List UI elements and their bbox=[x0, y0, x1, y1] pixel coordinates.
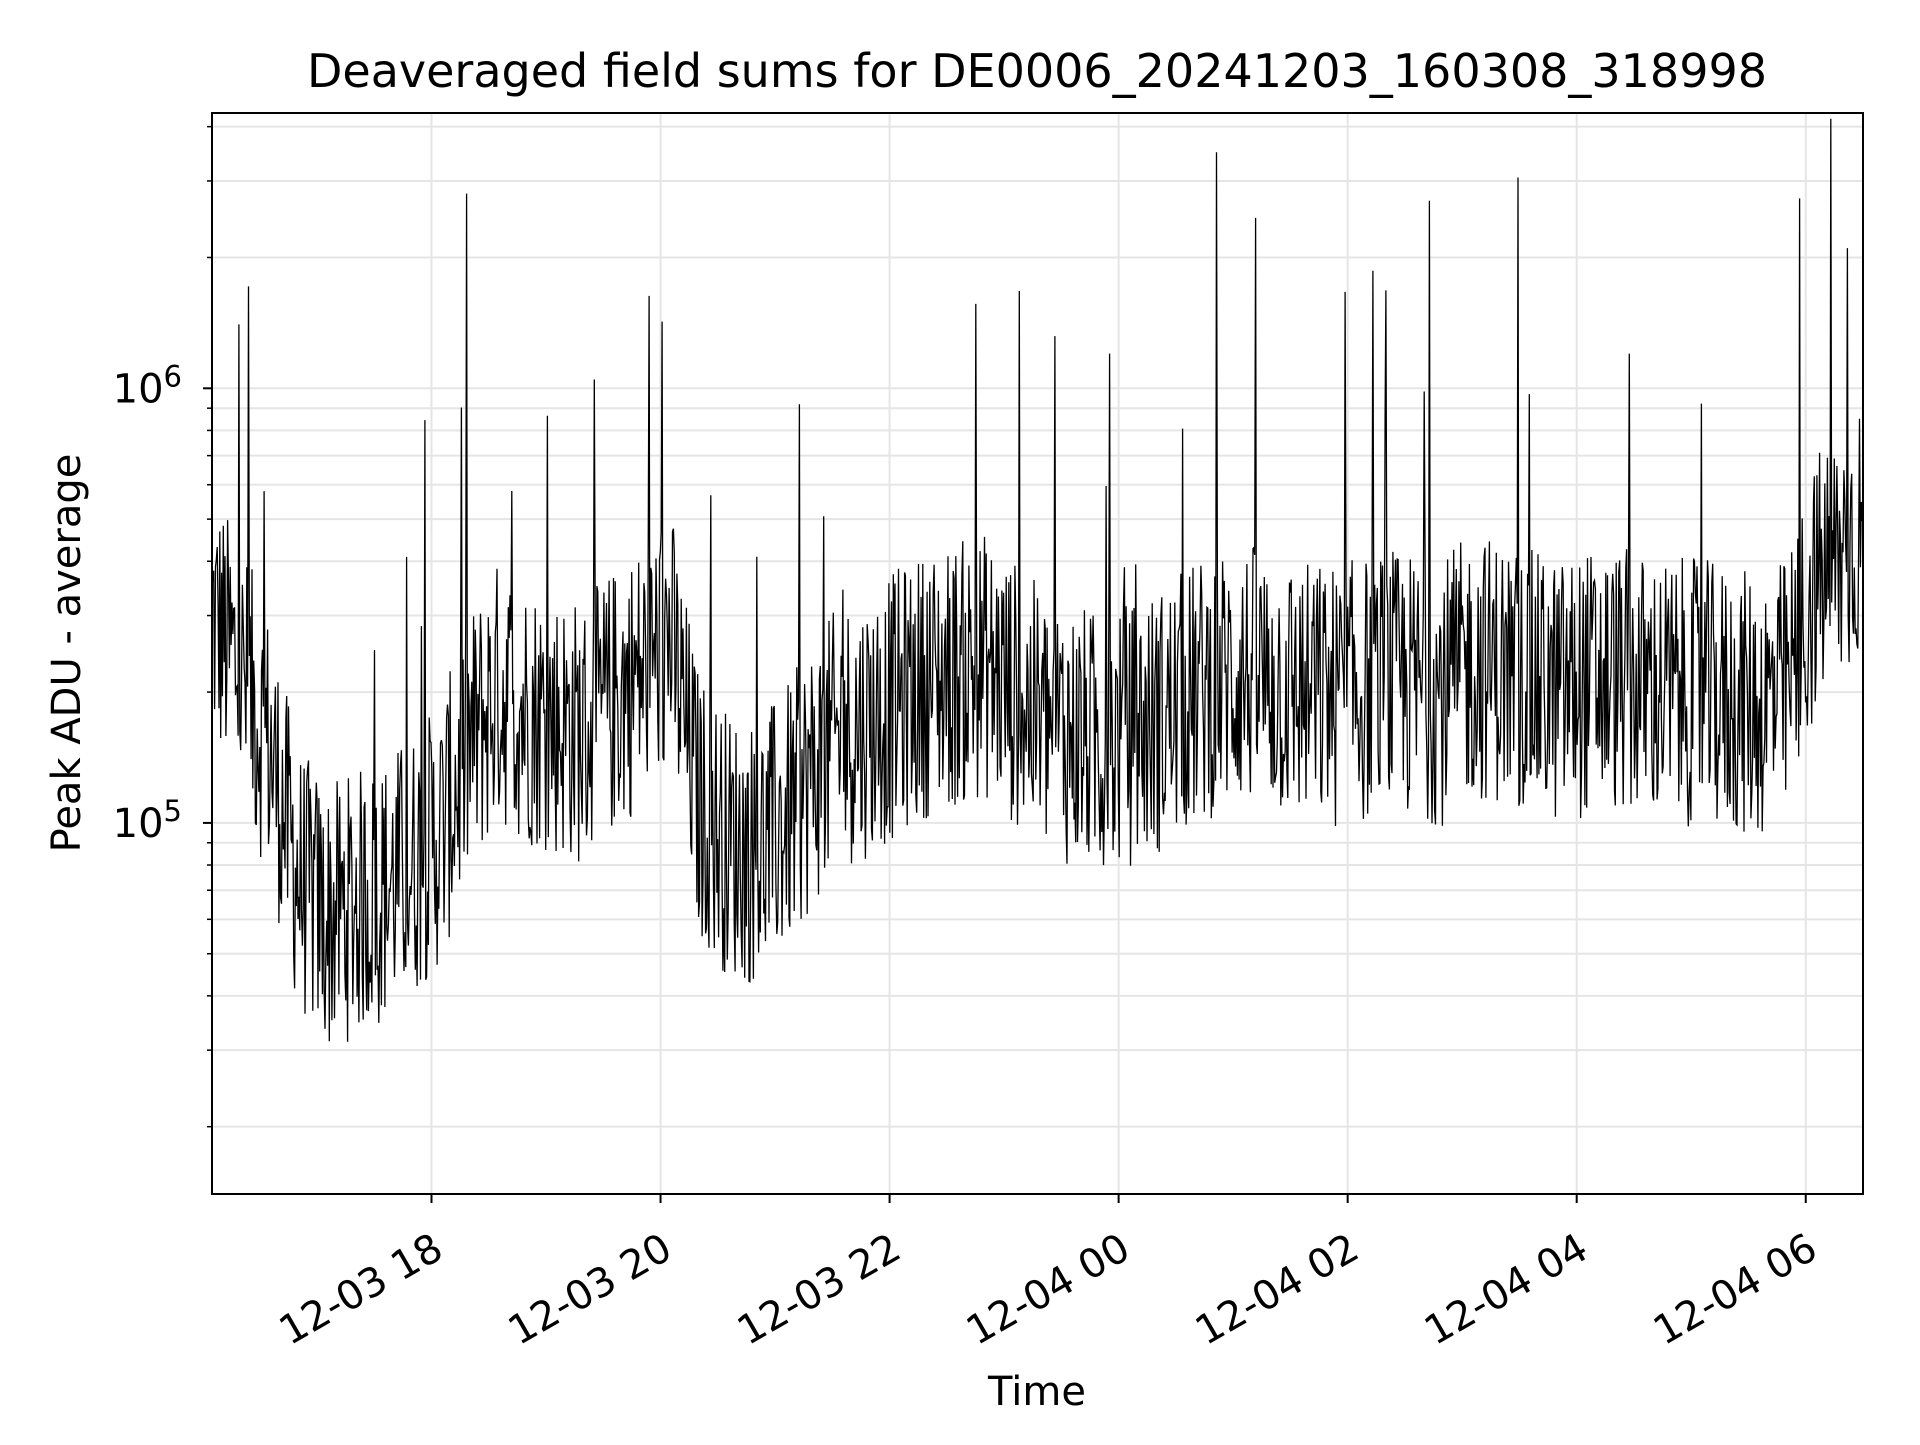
series-line bbox=[211, 118, 1864, 1042]
y-tick-label: 105 bbox=[113, 794, 182, 847]
y-axis-label: Peak ADU - average bbox=[44, 454, 90, 853]
x-axis-label: Time bbox=[987, 1369, 1086, 1415]
y-tick-label: 106 bbox=[113, 359, 182, 412]
plot-frame bbox=[211, 112, 1864, 1195]
chart-title: Deaveraged field sums for DE0006_2024120… bbox=[307, 44, 1767, 98]
series-trace bbox=[211, 118, 1864, 1042]
